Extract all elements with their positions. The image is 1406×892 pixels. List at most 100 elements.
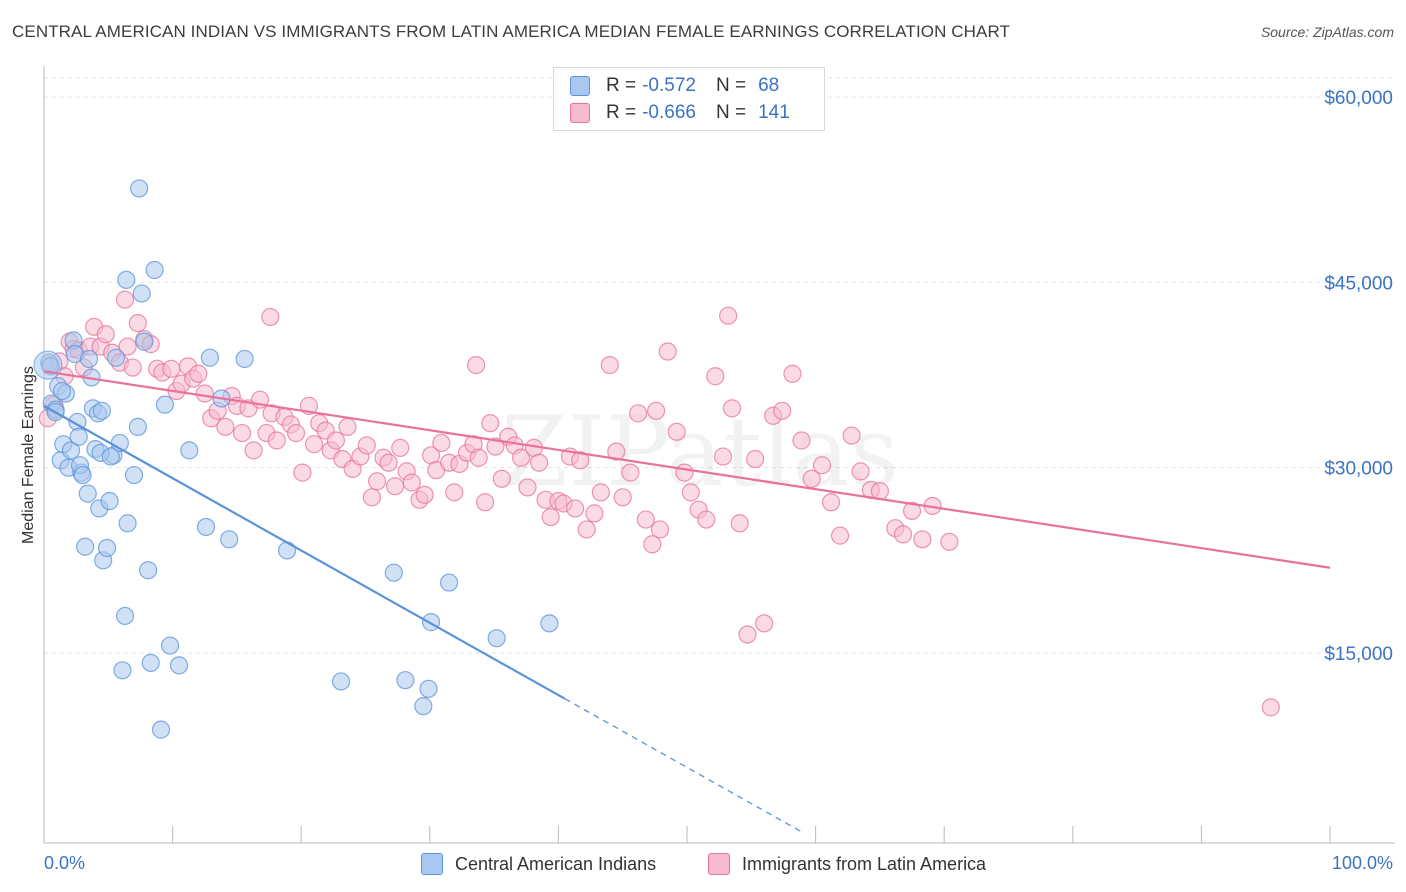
point-immigrant-latin-america bbox=[293, 463, 312, 482]
point-immigrant-latin-america bbox=[613, 488, 632, 507]
point-central-american-indian bbox=[128, 417, 147, 436]
point-immigrant-latin-america bbox=[842, 426, 861, 445]
legend-label: Central American Indians bbox=[455, 853, 657, 874]
y-tick-label: $60,000 bbox=[1324, 88, 1393, 109]
point-immigrant-latin-america bbox=[357, 436, 376, 455]
point-central-american-indian bbox=[180, 441, 199, 460]
point-immigrant-latin-america bbox=[402, 473, 421, 492]
r-label: R = bbox=[606, 75, 637, 96]
point-immigrant-latin-america bbox=[267, 431, 286, 450]
point-immigrant-latin-america bbox=[571, 451, 590, 470]
point-central-american-indian bbox=[115, 606, 135, 626]
trend-line-immigrants-latin-america bbox=[43, 370, 1331, 569]
point-central-american-indian bbox=[196, 517, 216, 537]
point-immigrant-latin-america bbox=[585, 504, 604, 523]
y-tick-label: $15,000 bbox=[1324, 644, 1393, 665]
point-central-american-indian bbox=[52, 381, 72, 401]
n-value: 141 bbox=[758, 102, 790, 123]
point-immigrant-latin-america bbox=[338, 417, 357, 436]
point-central-american-indian bbox=[331, 672, 351, 691]
point-central-american-indian bbox=[100, 491, 119, 511]
point-central-american-indian bbox=[277, 541, 297, 560]
point-central-american-indian bbox=[118, 514, 137, 533]
point-immigrant-latin-america bbox=[719, 306, 738, 325]
point-immigrant-latin-america bbox=[432, 433, 451, 453]
point-immigrant-latin-america bbox=[830, 526, 850, 545]
watermark: ZIPatlas bbox=[501, 396, 899, 508]
point-central-american-indian bbox=[73, 465, 92, 485]
point-immigrant-latin-america bbox=[367, 472, 387, 491]
point-immigrant-latin-america bbox=[697, 510, 716, 529]
point-immigrant-latin-america bbox=[469, 448, 488, 467]
point-central-american-indian bbox=[141, 653, 160, 672]
point-immigrant-latin-america bbox=[385, 477, 405, 496]
point-immigrant-latin-america bbox=[391, 438, 410, 457]
point-immigrant-latin-america bbox=[893, 525, 913, 544]
point-immigrant-latin-america bbox=[851, 462, 870, 481]
point-immigrant-latin-america bbox=[189, 364, 208, 383]
point-immigrant-latin-america bbox=[812, 456, 832, 475]
trend-line-extension bbox=[564, 698, 804, 834]
point-immigrant-latin-america bbox=[566, 499, 585, 518]
legend-swatch-pink bbox=[708, 853, 730, 875]
point-central-american-indian bbox=[135, 332, 154, 351]
point-immigrant-latin-america bbox=[600, 356, 619, 375]
point-immigrant-latin-america bbox=[466, 356, 486, 375]
point-immigrant-latin-america bbox=[123, 358, 142, 377]
point-immigrant-latin-america bbox=[802, 469, 821, 488]
point-central-american-indian bbox=[61, 441, 81, 460]
point-immigrant-latin-america bbox=[792, 431, 811, 450]
point-immigrant-latin-america bbox=[530, 453, 549, 472]
point-immigrant-latin-america bbox=[713, 447, 733, 466]
point-central-american-indian bbox=[155, 395, 174, 414]
point-central-american-indian bbox=[384, 563, 403, 582]
point-central-american-indian bbox=[117, 270, 136, 289]
point-immigrant-latin-america bbox=[675, 463, 694, 482]
point-immigrant-latin-america bbox=[475, 493, 495, 512]
x-tick-label: 100.0% bbox=[1332, 853, 1393, 873]
point-central-american-indian bbox=[113, 661, 132, 680]
legend-row-central-american-indians: R = -0.572 N = 68 bbox=[570, 73, 779, 99]
point-immigrant-latin-america bbox=[244, 441, 263, 460]
point-immigrant-latin-america bbox=[621, 463, 640, 482]
point-central-american-indian bbox=[130, 179, 149, 198]
legend-swatch-blue bbox=[570, 76, 590, 96]
point-central-american-indian bbox=[151, 720, 171, 739]
point-central-american-indian bbox=[92, 401, 111, 420]
point-immigrant-latin-america bbox=[647, 401, 666, 420]
point-central-american-indian bbox=[132, 284, 151, 303]
point-immigrant-latin-america bbox=[746, 449, 765, 469]
point-immigrant-latin-america bbox=[773, 401, 792, 420]
point-immigrant-latin-america bbox=[128, 314, 147, 333]
point-central-american-indian bbox=[69, 427, 88, 446]
data-points bbox=[33, 179, 1280, 739]
legend-label: Immigrants from Latin America bbox=[742, 853, 987, 874]
r-label: R = bbox=[606, 102, 637, 123]
x-tick-label: 0.0% bbox=[44, 853, 85, 873]
point-immigrant-latin-america bbox=[650, 520, 670, 539]
point-central-american-indian bbox=[33, 350, 63, 380]
point-immigrant-latin-america bbox=[362, 488, 382, 507]
point-immigrant-latin-america bbox=[286, 423, 306, 443]
point-immigrant-latin-america bbox=[722, 399, 742, 418]
point-immigrant-latin-america bbox=[492, 469, 511, 488]
point-immigrant-latin-america bbox=[486, 437, 505, 456]
point-immigrant-latin-america bbox=[658, 342, 677, 361]
point-central-american-indian bbox=[78, 484, 97, 503]
point-immigrant-latin-america bbox=[681, 483, 700, 502]
point-central-american-indian bbox=[101, 447, 120, 466]
point-central-american-indian bbox=[487, 629, 506, 648]
point-central-american-indian bbox=[396, 671, 415, 690]
point-immigrant-latin-america bbox=[304, 435, 324, 454]
r-value: -0.666 bbox=[642, 102, 696, 123]
n-label: N = bbox=[715, 75, 747, 96]
point-immigrant-latin-america bbox=[577, 520, 596, 539]
chart-title: CENTRAL AMERICAN INDIAN VS IMMIGRANTS FR… bbox=[12, 22, 1011, 41]
point-immigrant-latin-america bbox=[162, 359, 181, 378]
point-immigrant-latin-america bbox=[118, 337, 137, 356]
point-immigrant-latin-america bbox=[643, 535, 662, 554]
point-immigrant-latin-america bbox=[115, 290, 135, 309]
point-immigrant-latin-america bbox=[706, 367, 725, 386]
point-central-american-indian bbox=[76, 537, 95, 556]
point-immigrant-latin-america bbox=[518, 478, 537, 497]
